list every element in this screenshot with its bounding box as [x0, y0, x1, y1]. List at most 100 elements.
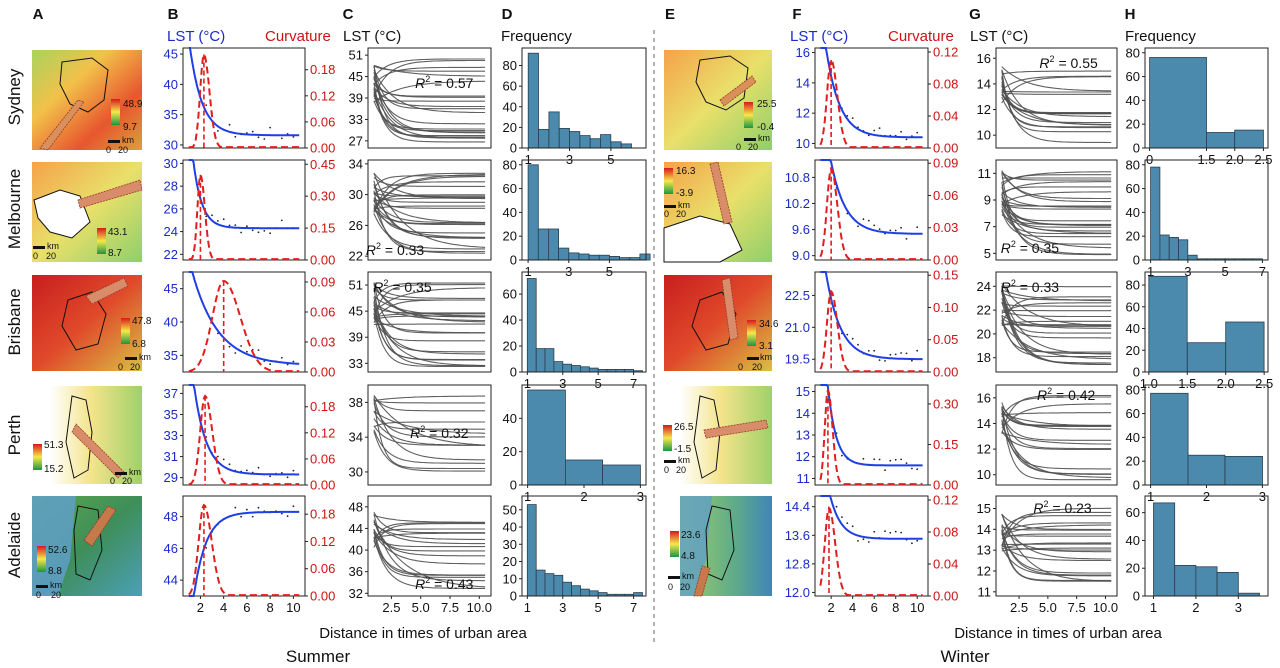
winter-xlabel: Distance in times of urban area: [954, 625, 1162, 642]
curvature-line: [188, 503, 300, 597]
data-point: [916, 349, 919, 352]
histogram-bar: [538, 128, 550, 149]
data-point: [857, 343, 859, 346]
y-tick-label: 10.8: [785, 170, 810, 185]
decay-curve: [373, 528, 486, 576]
y-tick-label: 33: [349, 112, 363, 127]
decay-curve: [373, 207, 486, 226]
y-tick-label: 46: [164, 541, 178, 556]
plot-frame: [814, 159, 929, 261]
data-point: [846, 114, 849, 117]
decay-curve: [373, 192, 486, 197]
y-tick-label: 14: [977, 522, 991, 537]
y-tick-label: 20: [1126, 454, 1140, 469]
data-point: [862, 538, 865, 541]
decay-curve: [373, 287, 486, 313]
scale-zero-label: 0: [736, 142, 741, 152]
y-tick-label: 0.10: [933, 300, 958, 315]
data-point: [905, 238, 908, 240]
y-tick-label: 60: [1126, 505, 1140, 520]
y-tick-label: 60: [503, 181, 517, 196]
data-point: [280, 512, 283, 515]
panel-c-row-1: R2 = 0.57 27 33 39 45 51: [349, 47, 492, 149]
data-point: [916, 226, 919, 229]
scale-zero-label: 0: [33, 251, 38, 261]
y-tick-label: 32: [349, 586, 363, 601]
data-point: [217, 220, 219, 222]
y-tick-label: 80: [1126, 45, 1140, 60]
decay-curve: [1001, 315, 1112, 358]
y-tick-label: 20: [1126, 117, 1140, 132]
histogram-bar: [639, 253, 651, 261]
decay-curve: [373, 82, 486, 137]
y-tick-label: 0.15: [933, 437, 958, 452]
panel-b-row-2: 22 24 26 28 30 0.00 0.15 0.30 0.45: [164, 156, 336, 268]
decay-curve: [373, 282, 486, 303]
r-squared-label: R2 = 0.42: [1037, 386, 1096, 403]
y-tick-label: 0: [1133, 141, 1140, 156]
y-tick-label: 0.06: [933, 188, 958, 203]
decay-curve: [1001, 545, 1112, 551]
panel-g-row-2: R2 = 0.35 5 7 9 11: [978, 159, 1118, 261]
y-tick-label: 40: [164, 77, 178, 92]
scale-twenty-label: 20: [51, 590, 61, 600]
y-tick-label: 40: [503, 411, 517, 426]
histogram-bar: [580, 366, 590, 373]
decay-curve: [373, 312, 486, 368]
x-tick-label: 10: [910, 600, 924, 615]
histogram-bar: [569, 131, 581, 149]
y-tick-label: 14.4: [785, 499, 810, 514]
y-tick-label: 0: [1133, 478, 1140, 493]
decay-curve: [1001, 208, 1112, 235]
data-point: [280, 219, 283, 222]
decay-curve: [373, 514, 486, 523]
x-tick-label: 6: [871, 600, 878, 615]
y-tick-label: 0.04: [933, 557, 958, 572]
y-tick-label: 44: [164, 573, 178, 588]
panel-d-row-5: 0 10 20 30 40 50 1 3 5 7: [503, 495, 647, 615]
y-tick-label: 34: [349, 156, 363, 171]
y-tick-label: 13: [796, 428, 810, 443]
y-tick-label: 51: [349, 278, 363, 293]
decay-curve: [1001, 403, 1112, 429]
x-tick-label: 1: [1150, 600, 1157, 615]
x-tick-label: 8: [892, 600, 899, 615]
y-tick-label: 0.00: [933, 365, 958, 380]
y-tick-label: 40: [503, 205, 517, 220]
scale-twenty-label: 20: [46, 251, 56, 261]
panel-g-row-1: R2 = 0.55 10 12 14 16: [977, 47, 1118, 149]
decay-curve: [373, 532, 486, 548]
decay-curve: [373, 66, 486, 85]
panel-letter-f: F: [792, 6, 801, 23]
scale-zero-label: 0: [664, 209, 669, 219]
fit-line: [820, 495, 923, 540]
scale-twenty-label: 20: [130, 362, 140, 372]
scale-twenty-label: 20: [680, 582, 690, 592]
y-tick-label: 12: [977, 102, 991, 117]
data-point: [257, 231, 260, 234]
decay-curve: [373, 402, 486, 438]
data-point: [900, 352, 902, 354]
decay-curve: [1001, 292, 1112, 301]
y-tick-label: 45: [349, 69, 363, 84]
plot-frame: [814, 384, 929, 486]
histogram-bar: [1187, 454, 1226, 486]
colorbar-min-label: -1.5: [674, 444, 692, 455]
colorbar-max-label: 26.5: [674, 422, 694, 433]
decay-curve: [1001, 547, 1112, 577]
scale-twenty-label: 20: [676, 209, 686, 219]
colorbar-min-label: 4.8: [681, 551, 695, 562]
y-tick-label: 80: [503, 157, 517, 172]
data-point: [228, 345, 231, 348]
fit-line: [188, 510, 300, 597]
y-tick-label: 22: [349, 249, 363, 264]
map-summer-melbourne: [32, 162, 143, 262]
curvature-line: [188, 171, 300, 261]
data-point: [234, 352, 237, 354]
y-tick-label: 0.00: [310, 589, 335, 604]
scale-unit-label: km: [678, 455, 690, 465]
histogram-bar: [548, 111, 560, 149]
decay-curve: [373, 199, 486, 234]
histogram-bar: [589, 138, 601, 149]
histogram-bar: [527, 389, 566, 486]
